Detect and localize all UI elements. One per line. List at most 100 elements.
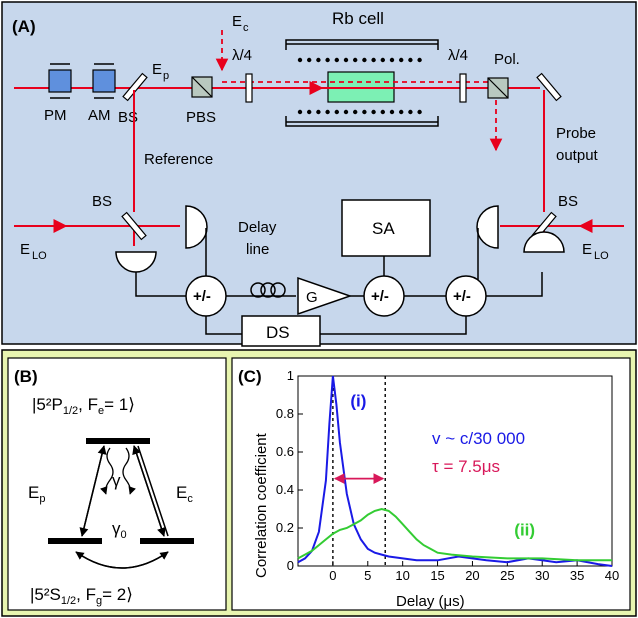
ds-label: DS — [266, 323, 290, 342]
rb-cell-label: Rb cell — [332, 9, 384, 28]
coil-dot — [334, 57, 339, 63]
pm-label: PM — [44, 107, 67, 124]
probe-output-label-2: output — [556, 147, 599, 164]
svg-text:+/-: +/- — [371, 288, 389, 305]
sum-node-2: +/- — [363, 275, 405, 317]
x-tick-label: 10 — [395, 568, 409, 583]
elo-right-label: E — [582, 241, 592, 258]
coil-dot — [389, 109, 395, 115]
y-tick-label: 0.8 — [276, 406, 294, 421]
coil-dot — [297, 109, 303, 115]
panel-a-tag: (A) — [12, 17, 36, 36]
pol-label: Pol. — [494, 51, 520, 68]
chart-xlabel: Delay (μs) — [396, 593, 465, 610]
coil-dot — [353, 109, 358, 115]
x-tick-label: 5 — [364, 568, 371, 583]
velocity-annotation: v ~ c/30 000 — [432, 429, 525, 448]
decay-wavy — [100, 447, 136, 495]
qwp1-label: λ/4 — [232, 47, 252, 64]
svg-text:p: p — [163, 70, 169, 82]
coil-dots — [297, 57, 422, 115]
panel-b-tag: (B) — [14, 367, 38, 386]
delay-label-1: Delay — [238, 219, 277, 236]
coil-dot — [417, 57, 422, 63]
lower-level-label: |5²S1/2, Fg= 2⟩ — [30, 585, 133, 607]
am-label: AM — [88, 107, 111, 124]
coil-dot — [325, 57, 330, 63]
coil-dot — [307, 109, 312, 115]
coil-dot — [343, 57, 349, 63]
svg-text:+/-: +/- — [193, 288, 211, 305]
qwp2-label: λ/4 — [448, 47, 468, 64]
svg-text:+/-: +/- — [453, 288, 471, 305]
rb-cell — [285, 39, 439, 127]
series-label-ii: (ii) — [514, 521, 535, 540]
chart-ylabel: Correlation coefficient — [253, 432, 270, 578]
bs-right-label: BS — [558, 193, 578, 210]
upper-level-label: |5²P1/2, Fe= 1⟩ — [32, 395, 135, 417]
quarter-wave-plate-2 — [459, 73, 467, 103]
tau-annotation: τ = 7.5μs — [432, 457, 500, 476]
coil-dot — [334, 109, 339, 115]
ground-level-1 — [48, 538, 102, 544]
bs-left-label: BS — [92, 193, 112, 210]
y-tick-label: 0.6 — [276, 444, 294, 459]
coil-dot — [380, 109, 385, 115]
g-label: G — [306, 289, 318, 306]
probe-output-label-1: Probe — [556, 125, 596, 142]
coil-dot — [353, 57, 358, 63]
x-tick-label: 20 — [465, 568, 479, 583]
series-line — [297, 507, 612, 562]
gamma-label: γ — [112, 471, 121, 490]
coil-dot — [417, 109, 422, 115]
y-tick-label: 0 — [287, 558, 294, 573]
coil-dot — [371, 57, 376, 63]
ep-label-b: Ep — [28, 483, 45, 505]
coil-dot — [371, 109, 376, 115]
panel-a: (A) Rb cell PM AM — [1, 1, 637, 347]
sa-label: SA — [372, 219, 395, 238]
beam-splitter-left — [121, 211, 147, 241]
electronics-wires — [135, 228, 543, 335]
polarizing-beam-splitter — [191, 76, 213, 98]
plot-frame — [297, 375, 613, 567]
coil-dot — [362, 57, 367, 63]
coil-dot — [316, 109, 321, 115]
coil-dot — [316, 57, 321, 63]
coil-dot — [380, 57, 385, 63]
panel-c-tag: (C) — [238, 367, 262, 386]
reference-label: Reference — [144, 151, 213, 168]
quarter-wave-plate-1 — [245, 73, 253, 103]
sum-node-1: +/- — [185, 275, 227, 317]
spectrum-analyzer — [341, 199, 431, 257]
svg-text:c: c — [243, 22, 249, 34]
beam-splitter-top — [122, 72, 148, 102]
x-tick-label: 0 — [329, 568, 336, 583]
svg-text:LO: LO — [594, 250, 609, 262]
coil-dot — [307, 57, 312, 63]
x-tick-label: 35 — [570, 568, 584, 583]
mirror-top-right — [536, 72, 562, 102]
phase-modulator — [48, 63, 72, 99]
coil-dot — [297, 57, 303, 63]
y-tick-label: 0.4 — [276, 482, 294, 497]
coil-dot — [362, 109, 367, 115]
y-tick-label: 1 — [287, 368, 294, 383]
ds-box — [241, 315, 321, 347]
delay-line-coil — [250, 282, 286, 298]
elo-left-label: E — [20, 241, 30, 258]
x-tick-label: 15 — [430, 568, 444, 583]
delay-label-2: line — [246, 241, 269, 258]
pbs-label: PBS — [186, 109, 216, 126]
x-tick-label: 30 — [535, 568, 549, 583]
x-tick-label: 40 — [605, 568, 619, 583]
svg-text:LO: LO — [32, 250, 47, 262]
ground-level-2 — [140, 538, 194, 544]
coil-dot — [408, 57, 413, 63]
x-tick-label: 25 — [500, 568, 514, 583]
y-tick-label: 0.2 — [276, 520, 294, 535]
sum-node-3: +/- — [445, 275, 487, 317]
ep-label: E — [152, 61, 162, 78]
series-label-i: (i) — [350, 391, 366, 410]
coil-dot — [399, 109, 404, 115]
